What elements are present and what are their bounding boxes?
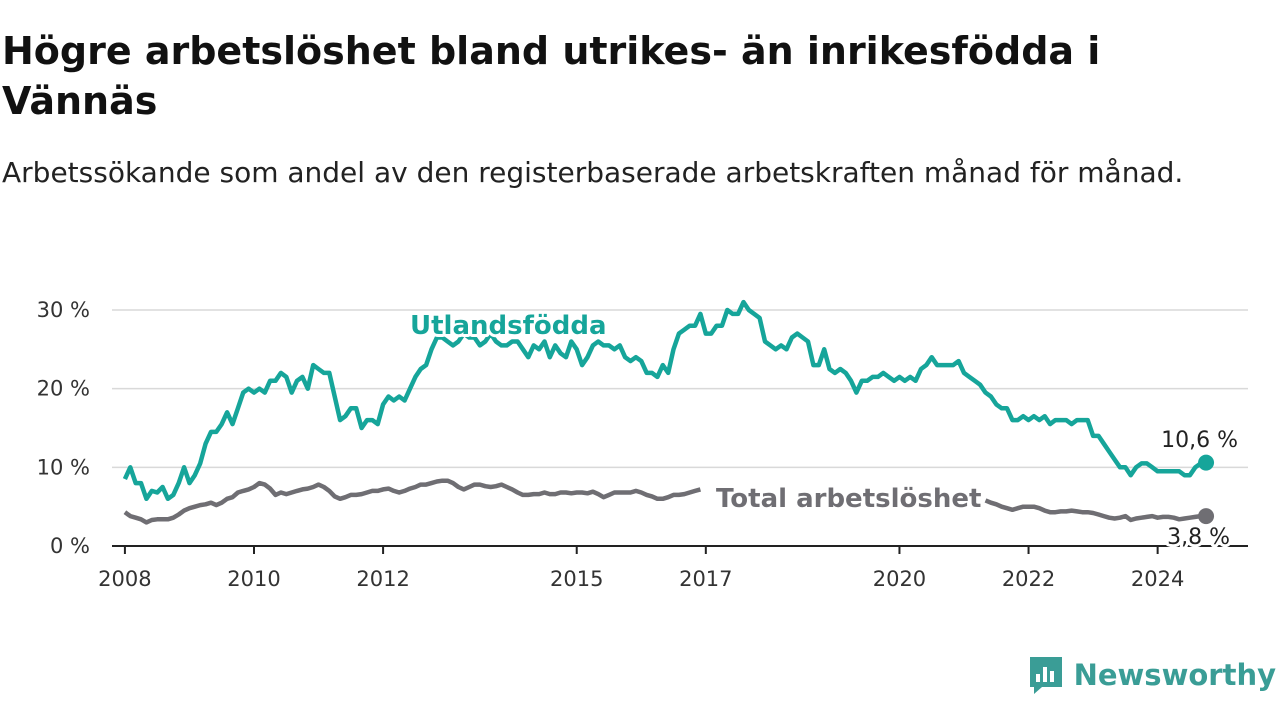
x-tick-label: 2017: [679, 567, 732, 591]
series-labels: Utlandsfödda Total arbetslöshet 10,6 % 3,8 …: [407, 308, 1241, 553]
x-tick-label: 2008: [98, 567, 151, 591]
x-axis-ticks: 2008 2010 2012 2015 2017 2020 2022 2024: [98, 546, 1184, 591]
x-tick-label: 2012: [356, 567, 409, 591]
grid-lines: [112, 309, 1248, 547]
series-lines: [122, 299, 1215, 525]
y-tick-label: 20 %: [37, 377, 90, 401]
end-label-utlandsfodda: 10,6 %: [1161, 428, 1238, 453]
chart-title: Högre arbetslöshet bland utrikes- än inr…: [2, 29, 1101, 123]
brand-name: Newsworthy: [1073, 658, 1276, 692]
line-chart: 0 % 10 % 20 % 30 % 2008 2010 2012 2015 2017 2020…: [37, 298, 1248, 591]
end-marker-total: [1198, 508, 1215, 525]
x-tick-label: 2015: [550, 567, 603, 591]
x-tick-label: 2022: [1002, 567, 1055, 591]
y-axis-ticks: 0 % 10 % 20 % 30 %: [37, 298, 90, 558]
series-line-utlandsfodda: [122, 299, 1207, 502]
newsworthy-brand: Newsworthy: [1028, 655, 1276, 695]
y-tick-label: 10 %: [37, 455, 90, 479]
chart-subtitle: Arbetssökande som andel av den registerb…: [2, 156, 1184, 189]
end-label-total: 3,8 %: [1167, 525, 1230, 550]
x-tick-label: 2010: [227, 567, 280, 591]
series-label-total: Total arbetslöshet: [716, 484, 981, 514]
y-tick-label: 0 %: [50, 534, 90, 558]
end-marker-utlandsfodda: [1198, 454, 1215, 471]
y-tick-label: 30 %: [37, 298, 90, 322]
series-line-total: [123, 478, 702, 525]
x-tick-label: 2020: [873, 567, 926, 591]
newsworthy-logo-icon: [1029, 657, 1062, 694]
series-label-utlandsfodda: Utlandsfödda: [410, 311, 607, 341]
series-line-total-tail: [984, 498, 1206, 523]
x-tick-label: 2024: [1131, 567, 1184, 591]
